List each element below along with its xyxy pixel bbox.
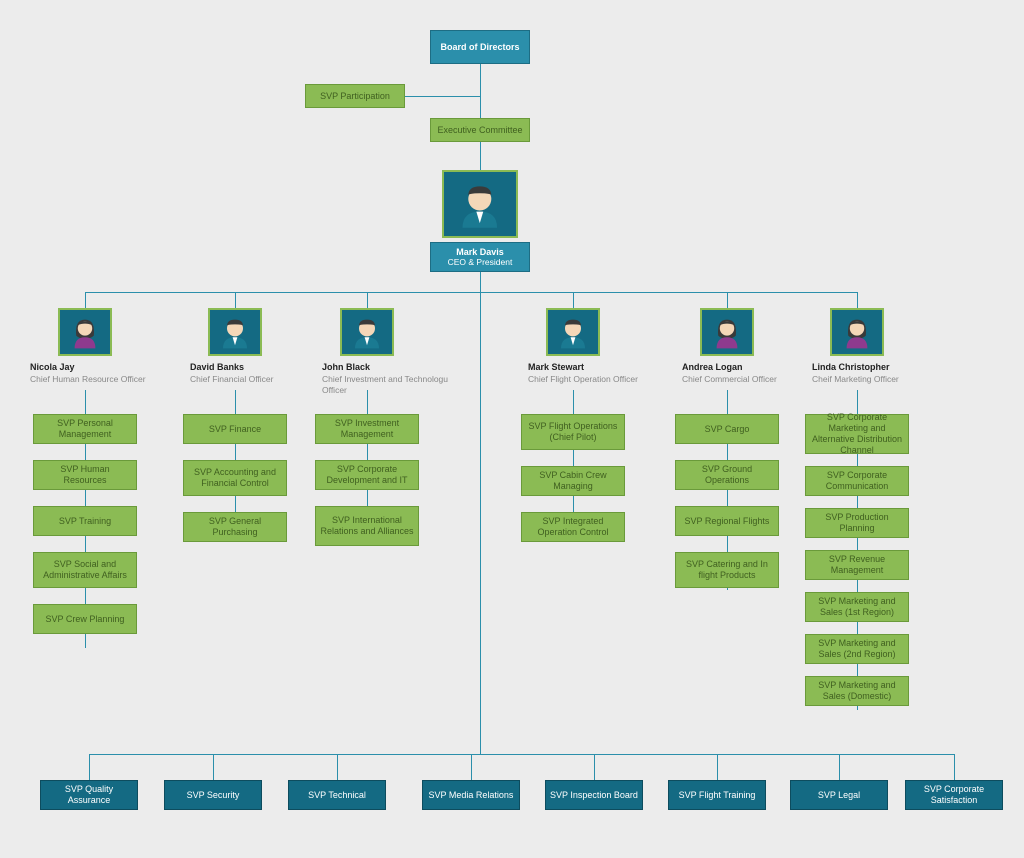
exec-name: Linda Christopher (812, 362, 952, 374)
svp-box: SVP Corporate Communication (805, 466, 909, 496)
executive-committee-box: Executive Committee (430, 118, 530, 142)
bottom-svp-box: SVP Inspection Board (545, 780, 643, 810)
connector (235, 292, 236, 308)
svp-box: SVP Human Resources (33, 460, 137, 490)
exec-title: Chief Investment and Technologu Officer (322, 374, 452, 396)
svp-box: SVP Social and Administrative Affairs (33, 552, 137, 588)
exec-name: Mark Stewart (528, 362, 668, 374)
connector (85, 292, 86, 308)
svp-box: SVP General Purchasing (183, 512, 287, 542)
svp-box: SVP Accounting and Financial Control (183, 460, 287, 496)
svp-box: SVP Regional Flights (675, 506, 779, 536)
connector (480, 142, 481, 170)
exec-title: Chief Human Resource Officer (30, 374, 170, 385)
exec-avatar-john (340, 308, 394, 356)
exec-label-linda: Linda Christopher Cheif Marketing Office… (812, 362, 952, 385)
bottom-svp-box: SVP Quality Assurance (40, 780, 138, 810)
svp-box: SVP Training (33, 506, 137, 536)
exec-avatar-linda (830, 308, 884, 356)
connector (89, 754, 90, 780)
exec-avatar-mark (546, 308, 600, 356)
connector (471, 754, 472, 780)
exec-title: Cheif Marketing Officer (812, 374, 952, 385)
bottom-svp-box: SVP Media Relations (422, 780, 520, 810)
bottom-svp-box: SVP Flight Training (668, 780, 766, 810)
svp-box: SVP Catering and In flight Products (675, 552, 779, 588)
connector (405, 96, 480, 97)
exec-title: Chief Flight Operation Officer (528, 374, 668, 385)
board-of-directors-box: Board of Directors (430, 30, 530, 64)
exec-title: Chief Financial Officer (190, 374, 320, 385)
connector (337, 754, 338, 780)
exec-avatar-andrea (700, 308, 754, 356)
exec-name: Andrea Logan (682, 362, 812, 374)
svp-box: SVP Marketing and Sales (1st Region) (805, 592, 909, 622)
connector (213, 754, 214, 780)
svp-box: SVP International Relations and Alliance… (315, 506, 419, 546)
connector (727, 292, 728, 308)
svp-box: SVP Finance (183, 414, 287, 444)
connector (89, 754, 954, 755)
connector (480, 64, 481, 118)
svp-box: SVP Corporate Development and IT (315, 460, 419, 490)
connector (85, 292, 857, 293)
exec-name: John Black (322, 362, 452, 374)
exec-label-mark: Mark Stewart Chief Flight Operation Offi… (528, 362, 668, 385)
svp-box: SVP Cabin Crew Managing (521, 466, 625, 496)
svp-box: SVP Integrated Operation Control (521, 512, 625, 542)
connector (954, 754, 955, 780)
exec-label-david: David Banks Chief Financial Officer (190, 362, 320, 385)
bottom-svp-box: SVP Corporate Satisfaction (905, 780, 1003, 810)
svp-box: SVP Flight Operations (Chief Pilot) (521, 414, 625, 450)
exec-name: David Banks (190, 362, 320, 374)
connector (594, 754, 595, 780)
svp-box: SVP Cargo (675, 414, 779, 444)
svp-participation-box: SVP Participation (305, 84, 405, 108)
exec-label-andrea: Andrea Logan Chief Commercial Officer (682, 362, 812, 385)
connector (367, 292, 368, 308)
exec-avatar-david (208, 308, 262, 356)
svp-box: SVP Crew Planning (33, 604, 137, 634)
ceo-avatar (442, 170, 518, 238)
ceo-title: CEO & President (448, 257, 513, 267)
svp-box: SVP Marketing and Sales (Domestic) (805, 676, 909, 706)
ceo-name: Mark Davis (456, 247, 504, 258)
bottom-svp-box: SVP Legal (790, 780, 888, 810)
connector (839, 754, 840, 780)
connector (480, 272, 481, 754)
bottom-svp-box: SVP Security (164, 780, 262, 810)
svp-box: SVP Revenue Management (805, 550, 909, 580)
connector (717, 754, 718, 780)
exec-label-nicola: Nicola Jay Chief Human Resource Officer (30, 362, 170, 385)
svp-box: SVP Personal Management (33, 414, 137, 444)
connector (857, 292, 858, 308)
svp-box: SVP Corporate Marketing and Alternative … (805, 414, 909, 454)
bottom-svp-box: SVP Technical (288, 780, 386, 810)
svp-box: SVP Production Planning (805, 508, 909, 538)
svp-box: SVP Marketing and Sales (2nd Region) (805, 634, 909, 664)
exec-avatar-nicola (58, 308, 112, 356)
exec-label-john: John Black Chief Investment and Technolo… (322, 362, 452, 396)
ceo-label-box: Mark Davis CEO & President (430, 242, 530, 272)
connector (573, 292, 574, 308)
exec-name: Nicola Jay (30, 362, 170, 374)
exec-title: Chief Commercial Officer (682, 374, 812, 385)
svp-box: SVP Investment Management (315, 414, 419, 444)
svp-box: SVP Ground Operations (675, 460, 779, 490)
